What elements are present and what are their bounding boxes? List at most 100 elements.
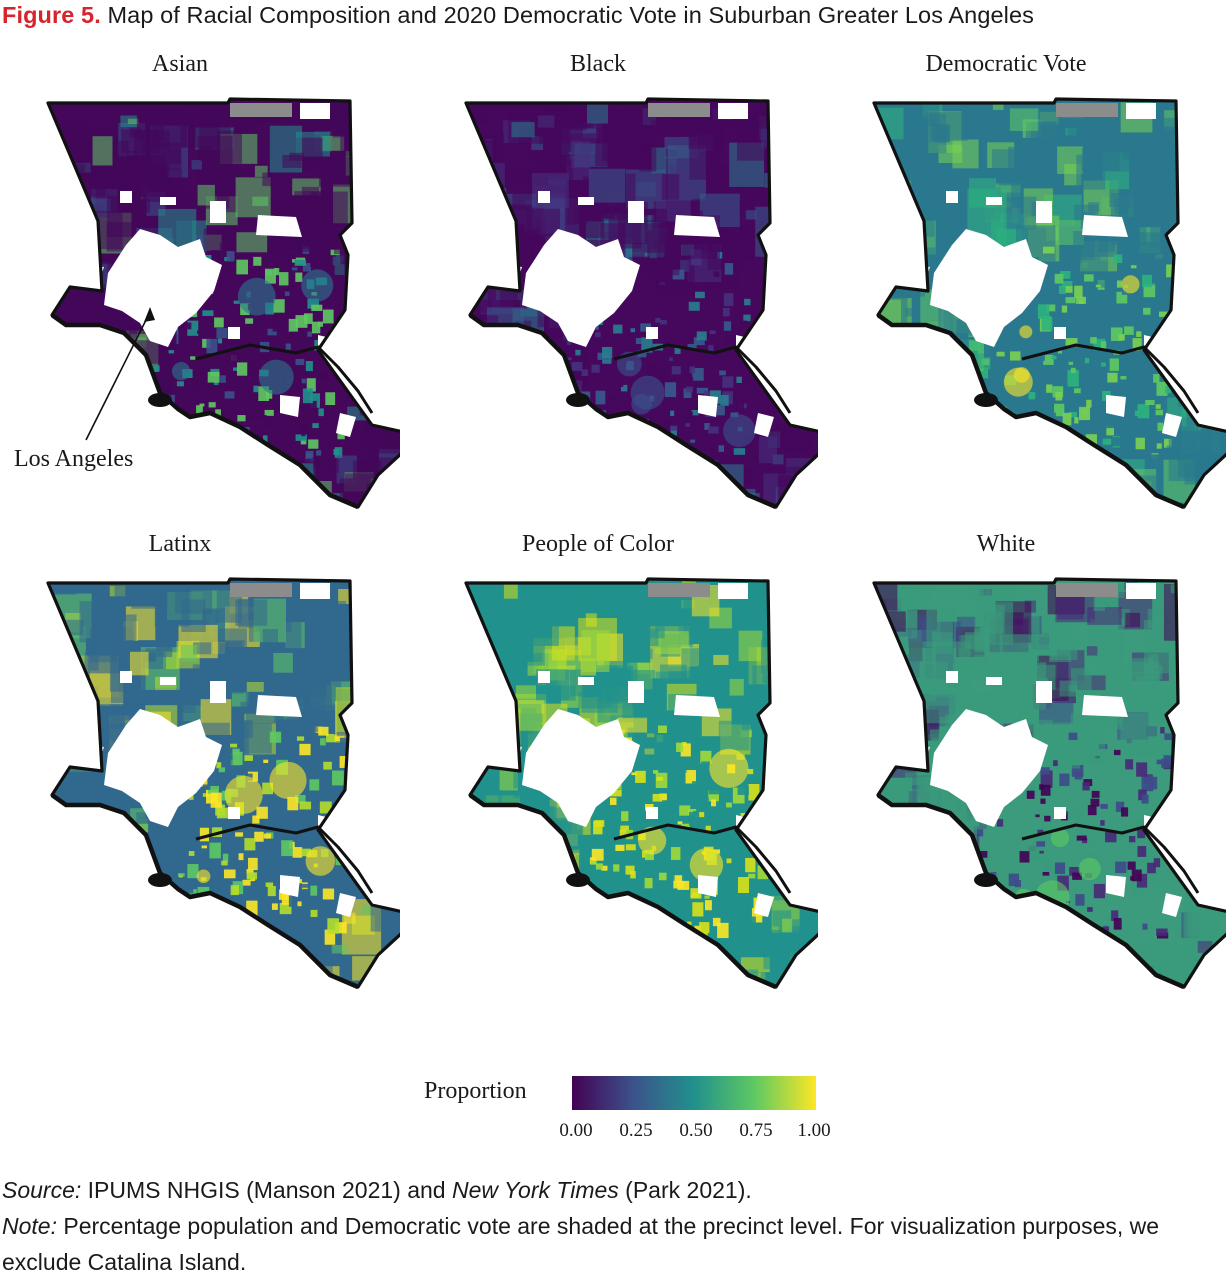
precinct	[299, 422, 309, 434]
precinct	[929, 415, 949, 439]
precinct	[995, 951, 1035, 976]
excluded-area	[230, 583, 292, 597]
precinct	[355, 213, 371, 222]
precinct	[61, 929, 102, 966]
precinct	[117, 822, 129, 837]
excluded-area	[648, 103, 710, 117]
precinct	[962, 905, 992, 940]
precinct	[1100, 820, 1105, 826]
precinct	[793, 962, 810, 973]
precinct	[591, 364, 600, 373]
precinct	[373, 320, 400, 358]
precinct	[908, 704, 920, 717]
precinct	[574, 957, 586, 969]
legend-tick: 0.75	[739, 1120, 773, 1141]
precinct	[652, 793, 663, 802]
precinct	[550, 957, 583, 987]
precinct	[765, 757, 783, 770]
precinct	[143, 443, 153, 457]
precinct	[581, 369, 588, 376]
precinct	[1203, 803, 1226, 839]
precinct	[279, 757, 287, 763]
legend-tick: 0.25	[619, 1120, 653, 1141]
excluded-area	[230, 103, 292, 117]
precinct	[694, 969, 725, 987]
precinct	[496, 933, 531, 959]
precinct	[715, 970, 741, 987]
precinct	[1088, 852, 1094, 858]
precinct	[764, 173, 780, 188]
precinct	[1175, 241, 1205, 280]
precinct	[621, 935, 650, 953]
precinct	[1191, 133, 1219, 161]
precinct	[357, 214, 393, 266]
precinct	[202, 310, 214, 316]
precinct	[246, 927, 255, 937]
precinct	[109, 858, 122, 871]
precinct	[1116, 280, 1122, 288]
precinct	[355, 748, 372, 761]
precinct	[74, 248, 89, 256]
precinct	[48, 375, 79, 395]
precinct	[468, 150, 488, 174]
precinct	[173, 944, 194, 959]
precinct	[347, 320, 382, 340]
precinct	[1194, 121, 1226, 149]
precinct	[774, 167, 795, 189]
precinct	[1131, 869, 1142, 882]
precinct	[1019, 851, 1030, 863]
precinct	[888, 739, 905, 751]
excluded-area	[120, 191, 132, 203]
precinct	[1195, 788, 1207, 801]
precinct	[222, 853, 229, 862]
precinct	[695, 291, 705, 299]
precinct	[1042, 246, 1055, 254]
precinct	[248, 857, 258, 871]
precinct	[1040, 784, 1051, 796]
precinct	[768, 797, 784, 809]
precinct	[48, 982, 57, 987]
precinct	[989, 978, 1020, 987]
precinct	[179, 347, 187, 353]
precinct	[1145, 399, 1155, 406]
precinct	[1040, 798, 1046, 804]
precinct	[538, 969, 578, 987]
precinct	[127, 118, 139, 125]
excluded-area	[718, 103, 748, 119]
precinct	[902, 421, 932, 458]
precinct	[185, 879, 192, 885]
precinct	[911, 874, 924, 891]
precinct	[1114, 422, 1125, 431]
precinct	[1129, 836, 1136, 843]
precinct	[1179, 329, 1208, 354]
precinct	[328, 458, 340, 473]
precinct	[961, 433, 991, 473]
precinct	[575, 924, 587, 933]
precinct	[709, 968, 721, 976]
precinct	[996, 819, 1004, 827]
precinct	[681, 648, 707, 681]
county-border	[876, 793, 1185, 990]
precinct	[1131, 661, 1160, 688]
precinct	[952, 871, 968, 894]
precinct	[164, 341, 176, 349]
precinct	[594, 324, 599, 330]
excluded-area	[754, 413, 774, 437]
precinct	[972, 954, 990, 980]
precinct	[219, 280, 226, 287]
precinct	[662, 463, 676, 475]
precinct	[227, 444, 236, 455]
precinct	[1172, 299, 1186, 317]
precinct	[658, 872, 667, 881]
precinct	[295, 795, 306, 804]
precinct	[959, 432, 972, 447]
precinct	[1138, 348, 1151, 363]
precinct	[634, 927, 643, 935]
precinct	[566, 357, 572, 361]
precinct	[504, 896, 540, 915]
panel-title: Black	[570, 51, 626, 77]
precinct	[256, 806, 268, 819]
precinct	[349, 609, 388, 648]
precinct	[1090, 798, 1100, 807]
precinct	[916, 187, 936, 209]
